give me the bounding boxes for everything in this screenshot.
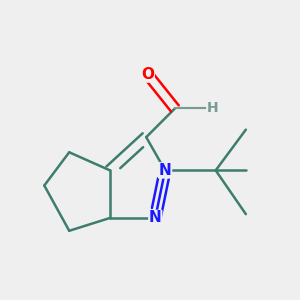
- Text: N: N: [149, 210, 162, 225]
- Text: O: O: [141, 67, 154, 82]
- Text: H: H: [207, 101, 218, 116]
- Text: N: N: [159, 163, 172, 178]
